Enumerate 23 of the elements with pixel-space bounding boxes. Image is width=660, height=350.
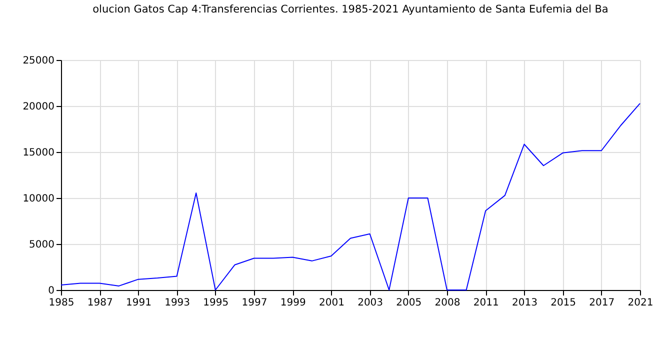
x-tick-label: 2008 — [434, 298, 460, 308]
x-tick-label: 2013 — [512, 298, 538, 308]
x-tick-label: 2017 — [589, 298, 615, 308]
x-tick-label: 1997 — [242, 298, 268, 308]
x-tick-label: 2005 — [396, 298, 422, 308]
x-tick-label: 1985 — [48, 298, 74, 308]
y-tick-label: 10000 — [22, 194, 54, 204]
y-tick-label: 5000 — [29, 240, 54, 250]
y-tick-label: 0 — [48, 286, 54, 296]
chart-title: olucion Gatos Cap 4:Transferencias Corrientes. 1985-2021 Ayuntamiento de Santa Eufemia del Ba — [92, 4, 608, 16]
x-tick-label: 2001 — [318, 298, 344, 308]
y-tick-label: 15000 — [22, 148, 54, 158]
x-tick-label: 2021 — [628, 298, 654, 308]
x-tick-label: 1993 — [164, 298, 190, 308]
y-tick-label: 20000 — [22, 102, 54, 112]
x-tick-label: 2011 — [473, 298, 499, 308]
x-tick-label: 1999 — [280, 298, 306, 308]
x-tick-label: 2003 — [358, 298, 384, 308]
x-tick-label: 1991 — [126, 298, 152, 308]
x-tick-label: 1995 — [203, 298, 229, 308]
x-tick-label: 1987 — [87, 298, 113, 308]
x-tick-label: 2015 — [550, 298, 576, 308]
y-tick-label: 25000 — [22, 56, 54, 66]
